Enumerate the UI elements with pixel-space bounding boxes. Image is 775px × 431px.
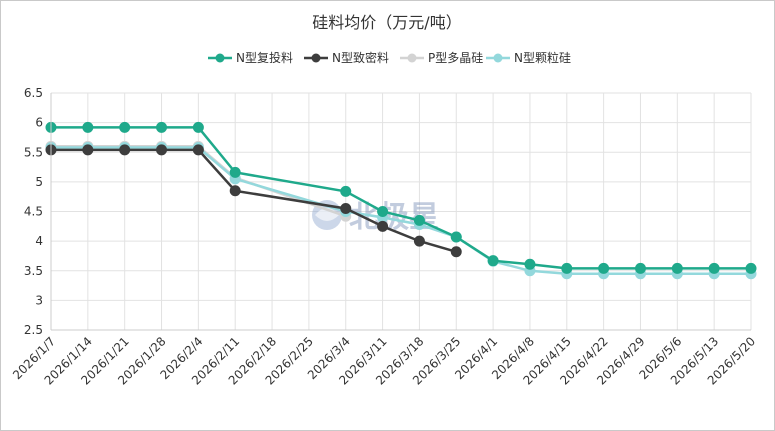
y-tick-label: 3 [35, 293, 43, 307]
legend-item[interactable]: P型多晶硅 [400, 51, 483, 65]
data-point[interactable] [340, 203, 352, 215]
series-2 [45, 144, 462, 258]
legend-label: N型颗粒硅 [514, 50, 571, 65]
data-point[interactable] [524, 258, 536, 270]
data-point[interactable] [82, 121, 94, 133]
legend-marker [311, 53, 321, 63]
data-point[interactable] [708, 262, 720, 274]
data-point[interactable] [634, 262, 646, 274]
data-point[interactable] [450, 231, 462, 243]
data-point[interactable] [377, 220, 389, 232]
data-point[interactable] [229, 166, 241, 178]
data-point[interactable] [413, 214, 425, 226]
y-tick-label: 4.5 [24, 205, 43, 219]
data-point[interactable] [450, 246, 462, 258]
data-point[interactable] [561, 262, 573, 274]
data-point[interactable] [229, 185, 241, 197]
data-point[interactable] [413, 235, 425, 247]
data-point[interactable] [487, 255, 499, 267]
y-tick-label: 2.5 [24, 323, 43, 337]
data-point[interactable] [82, 144, 94, 156]
series-line [51, 148, 457, 254]
data-point[interactable] [745, 262, 757, 274]
data-point[interactable] [377, 206, 389, 217]
y-tick-label: 5.5 [24, 145, 43, 159]
data-point[interactable] [156, 144, 168, 156]
legend-marker [493, 53, 503, 63]
legend-label: N型致密料 [332, 50, 389, 65]
data-point[interactable] [119, 121, 131, 133]
legend-label: N型复投料 [236, 50, 293, 65]
series-line [51, 146, 751, 275]
data-point[interactable] [671, 262, 683, 274]
series-line [51, 126, 751, 270]
data-point[interactable] [598, 262, 610, 274]
data-point[interactable] [192, 121, 204, 133]
y-tick-label: 6.5 [24, 86, 43, 100]
legend[interactable]: N型复投料 N型致密料 P型多晶硅 N型颗粒硅 [208, 50, 571, 65]
data-point[interactable] [119, 144, 131, 156]
legend-marker [407, 53, 417, 63]
y-tick-label: 5 [35, 175, 43, 189]
chart-title: 硅料均价（万元/吨） [312, 13, 461, 32]
data-point[interactable] [340, 185, 352, 197]
data-point[interactable] [192, 144, 204, 156]
y-tick-label: 4 [35, 234, 43, 248]
legend-label: P型多晶硅 [428, 51, 483, 65]
legend-item[interactable]: N型复投料 [208, 50, 293, 65]
legend-item[interactable]: N型颗粒硅 [486, 50, 571, 65]
data-point[interactable] [156, 121, 168, 133]
y-tick-label: 6 [35, 116, 43, 130]
legend-marker [215, 53, 225, 63]
y-tick-label: 3.5 [24, 264, 43, 278]
legend-item[interactable]: N型致密料 [304, 50, 389, 65]
series-1 [45, 121, 757, 274]
